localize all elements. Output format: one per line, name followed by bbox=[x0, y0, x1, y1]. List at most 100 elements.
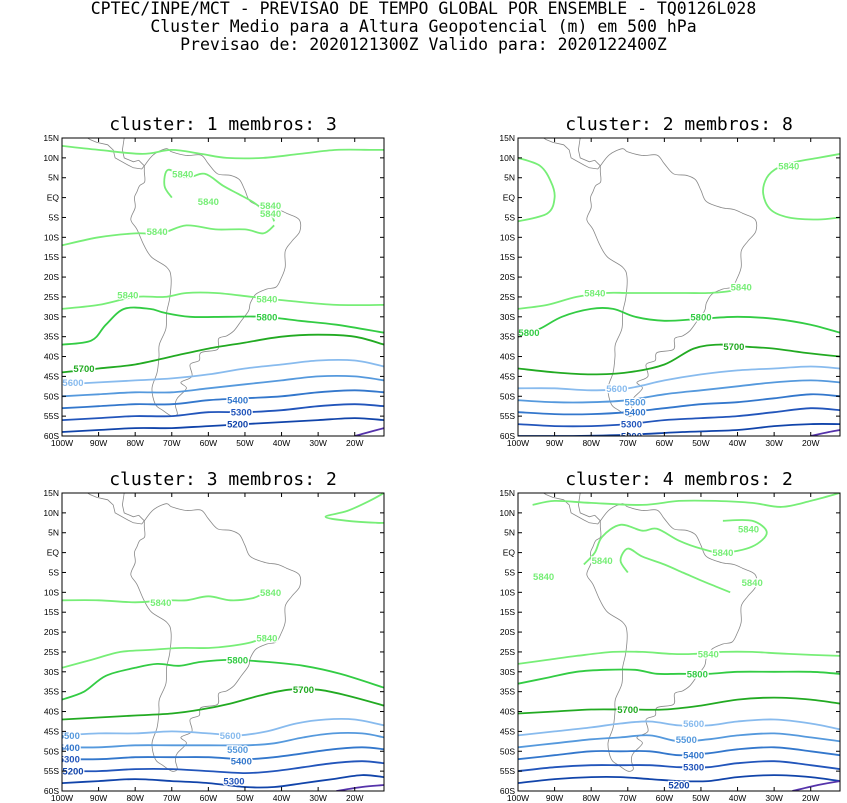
x-tick-label: 40W bbox=[729, 438, 746, 448]
contour-5100 bbox=[354, 427, 384, 436]
contour-5700 bbox=[518, 343, 840, 376]
x-tick-label: 90W bbox=[546, 793, 563, 803]
x-tick-label: 60W bbox=[200, 438, 217, 448]
y-tick-label: 10S bbox=[44, 232, 59, 242]
contour-5840 bbox=[518, 284, 746, 310]
y-tick-label: EQ bbox=[47, 193, 60, 203]
y-tick-label: 15S bbox=[500, 252, 515, 262]
y-tick-label: 15N bbox=[499, 488, 515, 498]
chart-panel-3: cluster: 3 membros: 2 5840 5840 5840 5800 570… bbox=[43, 469, 385, 803]
contour-5400 bbox=[518, 393, 840, 416]
contour-label: 5840 bbox=[698, 649, 719, 660]
y-tick-label: 10N bbox=[43, 153, 59, 163]
contour-label: 5700 bbox=[617, 705, 638, 716]
x-tick-label: 20W bbox=[346, 438, 363, 448]
contour-5700 bbox=[62, 688, 384, 721]
y-tick-label: 55S bbox=[500, 411, 515, 421]
y-tick-label: 20S bbox=[44, 272, 59, 282]
y-tick-label: 20S bbox=[44, 627, 59, 637]
contour-5840 bbox=[619, 547, 731, 594]
contour-5500 bbox=[62, 374, 384, 398]
y-tick-label: 35S bbox=[44, 332, 59, 342]
contour-5400 bbox=[518, 746, 840, 761]
contour-label: 5840 bbox=[256, 634, 277, 645]
y-tick-label: 60S bbox=[500, 786, 515, 796]
contour-5840 bbox=[62, 590, 282, 604]
y-tick-label: 10N bbox=[499, 508, 515, 518]
y-tick-label: 5S bbox=[505, 212, 516, 222]
y-tick-label: 5S bbox=[505, 567, 516, 577]
contour-label: 5840 bbox=[172, 169, 193, 180]
x-tick-label: 60W bbox=[656, 438, 673, 448]
map-area: 5840 5840 5840 5840 5840 5840 5800 5700 5600 5500… bbox=[518, 493, 840, 791]
y-tick-label: 60S bbox=[44, 431, 59, 441]
plot-frame bbox=[517, 137, 841, 437]
x-tick-label: 80W bbox=[582, 793, 599, 803]
contour-5100 bbox=[792, 780, 840, 791]
x-tick-label: 70W bbox=[619, 438, 636, 448]
contour-5400 bbox=[62, 746, 384, 761]
contour-label: 5840 bbox=[778, 161, 799, 172]
x-tick-label: 80W bbox=[582, 438, 599, 448]
contour-5840 bbox=[583, 519, 768, 566]
contour-5840 bbox=[62, 635, 268, 669]
x-tick-label: 90W bbox=[90, 438, 107, 448]
contour-label: 5500 bbox=[227, 745, 248, 756]
contour-5700 bbox=[62, 333, 384, 374]
contour-label: 5800 bbox=[227, 655, 248, 666]
contour-label: 5800 bbox=[690, 312, 711, 323]
figure-header: CPTEC/INPE/MCT - PREVISAO DE TEMPO GLOBA… bbox=[0, 0, 847, 54]
contour-5300 bbox=[62, 760, 384, 775]
header-line-2: Cluster Medio para a Altura Geopotencial… bbox=[150, 17, 697, 36]
y-tick-label: 30S bbox=[500, 312, 515, 322]
x-tick-label: 20W bbox=[346, 793, 363, 803]
contour-5500 bbox=[518, 732, 840, 749]
y-tick-label: 30S bbox=[44, 667, 59, 677]
contour-label: 5700 bbox=[293, 685, 314, 696]
contour-label: 5500 bbox=[625, 398, 646, 409]
contour-5840 bbox=[518, 157, 556, 223]
contour-5840 bbox=[324, 493, 384, 524]
chart-title: cluster: 1 membros: 3 bbox=[109, 114, 337, 135]
contour-5200 bbox=[62, 417, 384, 433]
coastline-south-america bbox=[586, 148, 758, 417]
y-tick-label: 35S bbox=[500, 687, 515, 697]
y-tick-label: 60S bbox=[44, 786, 59, 796]
y-tick-label: 55S bbox=[44, 766, 59, 776]
x-tick-label: 90W bbox=[546, 438, 563, 448]
header-line-1: CPTEC/INPE/MCT - PREVISAO DE TEMPO GLOBA… bbox=[90, 0, 757, 18]
y-tick-label: 40S bbox=[44, 707, 59, 717]
contour-label: 5300 bbox=[621, 420, 642, 431]
coastline-central-america bbox=[87, 493, 145, 525]
y-tick-label: 10S bbox=[44, 587, 59, 597]
x-tick-label: 60W bbox=[656, 793, 673, 803]
y-tick-label: 25S bbox=[500, 647, 515, 657]
contour-5800 bbox=[62, 306, 384, 346]
contour-5840 bbox=[62, 145, 384, 160]
contour-label: 5300 bbox=[231, 408, 252, 419]
contour-label: 5840 bbox=[742, 578, 763, 589]
contour-5600 bbox=[518, 718, 840, 737]
coastline-south-america bbox=[130, 148, 302, 417]
x-tick-label: 80W bbox=[126, 438, 143, 448]
contour-5800 bbox=[62, 658, 384, 701]
x-tick-label: 40W bbox=[273, 438, 290, 448]
plot-frame bbox=[61, 492, 385, 792]
x-tick-label: 70W bbox=[163, 438, 180, 448]
contour-5300 bbox=[518, 760, 840, 772]
y-tick-label: 35S bbox=[500, 332, 515, 342]
y-tick-label: EQ bbox=[503, 193, 516, 203]
x-tick-label: 30W bbox=[765, 438, 782, 448]
y-tick-label: EQ bbox=[503, 548, 516, 558]
contour-label: 5300 bbox=[683, 763, 704, 774]
x-tick-label: 50W bbox=[236, 438, 253, 448]
x-tick-label: 70W bbox=[619, 793, 636, 803]
contour-label: 5840 bbox=[260, 588, 281, 599]
plot-frame bbox=[517, 492, 841, 792]
y-tick-label: 25S bbox=[44, 647, 59, 657]
map-area: 5840 5840 5840 5800 5800 5700 5600 550054005300… bbox=[518, 138, 840, 443]
y-tick-label: 5S bbox=[49, 567, 60, 577]
contour-label: 5200 bbox=[621, 432, 642, 443]
contour-label: 5840 bbox=[256, 294, 277, 305]
